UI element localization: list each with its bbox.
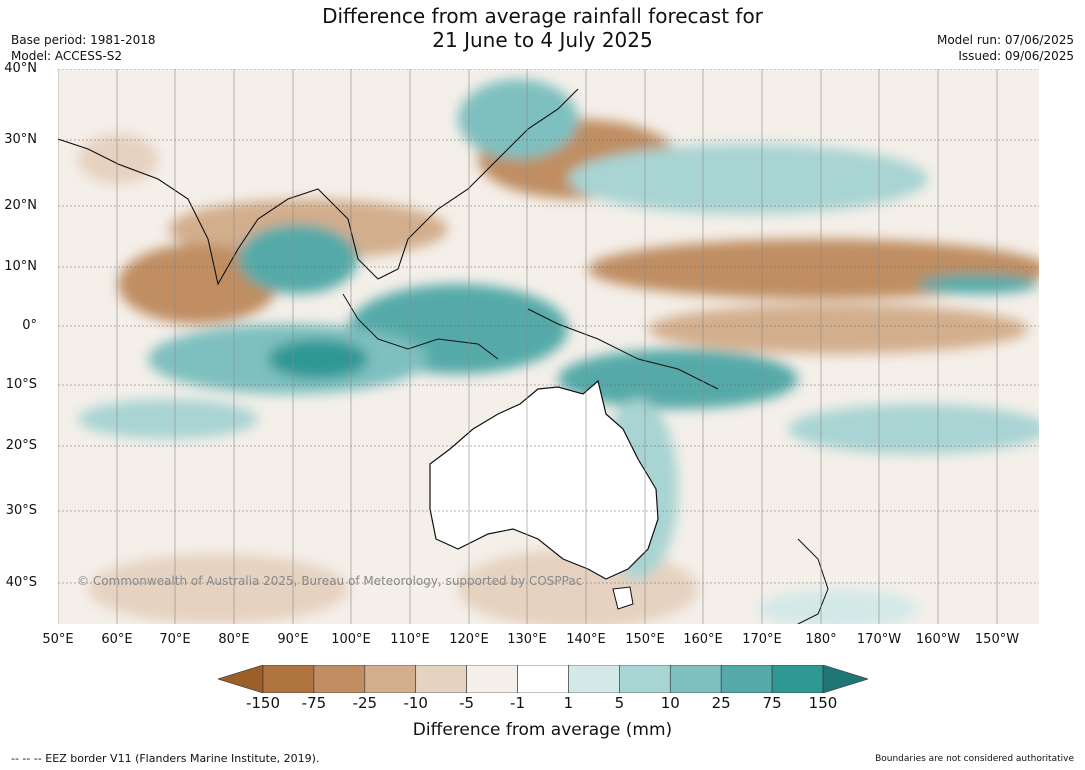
colorbar-title: Difference from average (mm): [412, 720, 673, 740]
dry-region-equatorial-pacific: [648, 304, 1028, 354]
colorbar-bin: [568, 664, 620, 694]
colorbar-tick-label: -25: [352, 694, 378, 712]
sumatra-java-coastline: [342, 293, 499, 360]
colorbar-bin: [720, 664, 773, 694]
tasmania-landmass: [612, 586, 634, 610]
lon-label-180: 180°: [805, 632, 837, 647]
lon-label-90e: 90°E: [277, 632, 309, 647]
australia-landmass: [429, 379, 659, 580]
colorbar-tick-label: -5: [459, 694, 475, 712]
wet-region-coral-sea: [558, 349, 798, 409]
wet-region-bay-of-bengal: [238, 224, 358, 294]
rainfall-map: [58, 69, 1039, 624]
lat-label-40n: 40°N: [4, 61, 37, 76]
colorbar-bin: [313, 664, 366, 694]
lon-label-170e: 170°E: [742, 632, 782, 647]
wet-region-tasman-sea: [758, 589, 918, 624]
issued-date: Issued: 09/06/2025: [958, 49, 1074, 63]
lon-label-160e: 160°E: [683, 632, 723, 647]
colorbar-bin: [466, 664, 518, 694]
lat-label-30n: 30°N: [4, 132, 37, 147]
new-zealand-coastline: [797, 538, 829, 624]
colorbar-bin: [669, 664, 722, 694]
lon-label-130e: 130°E: [507, 632, 547, 647]
lat-label-20s: 20°S: [5, 438, 37, 453]
colorbar-tick-label: 25: [711, 694, 731, 712]
colorbar-bin: [262, 664, 315, 694]
graticule: [58, 69, 1039, 584]
dry-region-arabian-sea: [118, 244, 278, 324]
colorbar-bin: [771, 664, 824, 694]
lon-label-150w: 150°W: [974, 632, 1020, 647]
colorbar-tick-label: 10: [660, 694, 680, 712]
lon-label-170w: 170°W: [856, 632, 902, 647]
wet-region-yellow-sea: [458, 79, 578, 159]
model-run: Model run: 07/06/2025: [936, 33, 1074, 47]
wet-region-north-pacific: [568, 144, 928, 214]
eez-note: -- -- -- EEZ border V11 (Flanders Marine…: [11, 752, 320, 765]
meta-left: Base period: 1981-2018 Model: ACCESS-S2: [11, 32, 156, 64]
lon-label-100e: 100°E: [331, 632, 371, 647]
lon-label-80e: 80°E: [218, 632, 250, 647]
colorbar-bin: [517, 664, 569, 694]
lat-label-30s: 30°S: [5, 503, 37, 518]
colorbar-svg: [216, 664, 870, 694]
colorbar-tick-label: 5: [614, 694, 625, 712]
lon-label-120e: 120°E: [449, 632, 489, 647]
meta-right: Model run: 07/06/2025 Issued: 09/06/2025: [937, 32, 1074, 64]
lon-label-140e: 140°E: [566, 632, 606, 647]
colorbar: [216, 664, 870, 694]
wet-core-indian-ocean: [268, 339, 368, 379]
meridians: [58, 69, 998, 624]
boundary-disclaimer: Boundaries are not considered authoritat…: [875, 754, 1074, 764]
colorbar-tick-label: 150: [808, 694, 838, 712]
dry-region-arabia: [78, 134, 158, 184]
colorbar-bin: [364, 664, 417, 694]
wet-region-south-indian-ocean: [78, 399, 258, 439]
watermark: © Commonwealth of Australia 2025, Bureau…: [77, 574, 583, 588]
lat-label-10s: 10°S: [5, 377, 37, 392]
lon-label-150e: 150°E: [625, 632, 665, 647]
colorbar-tick-label: 1: [563, 694, 574, 712]
colorbar-tick-label: -150: [245, 694, 281, 712]
wet-region-central-pacific: [918, 274, 1038, 294]
title-line-2: 21 June to 4 July 2025: [432, 28, 653, 52]
lat-label-equator: 0°: [22, 318, 37, 333]
asia-coastline: [58, 88, 579, 286]
colorbar-bin: [619, 664, 671, 694]
colorbar-tick-label: -10: [403, 694, 428, 712]
lon-label-60e: 60°E: [101, 632, 133, 647]
map-title: Difference from average rainfall forecas…: [0, 4, 1085, 52]
colorbar-bin: [415, 664, 467, 694]
base-period: Base period: 1981-2018: [11, 33, 156, 47]
rainfall-anomaly-field: [78, 79, 1039, 624]
wet-region-south-pacific: [788, 404, 1039, 454]
lat-label-40s: 40°S: [5, 575, 37, 590]
colorbar-tick-label: -1: [510, 694, 526, 712]
rainfall-map-svg: [58, 69, 1039, 624]
colorbar-arrow-low: [216, 664, 264, 694]
new-guinea-coastline: [527, 308, 719, 390]
colorbar-arrow-high: [822, 664, 870, 694]
lat-label-10n: 10°N: [4, 259, 37, 274]
title-line-1: Difference from average rainfall forecas…: [322, 4, 763, 28]
model-name: Model: ACCESS-S2: [11, 49, 123, 63]
lon-label-110e: 110°E: [390, 632, 430, 647]
dry-region-southern-indian-ocean: [88, 554, 348, 624]
colorbar-tick-label: 75: [762, 694, 782, 712]
lon-label-50e: 50°E: [42, 632, 74, 647]
lat-label-20n: 20°N: [4, 198, 37, 213]
lon-label-70e: 70°E: [159, 632, 191, 647]
lon-label-160w: 160°W: [915, 632, 961, 647]
colorbar-tick-label: -75: [301, 694, 327, 712]
